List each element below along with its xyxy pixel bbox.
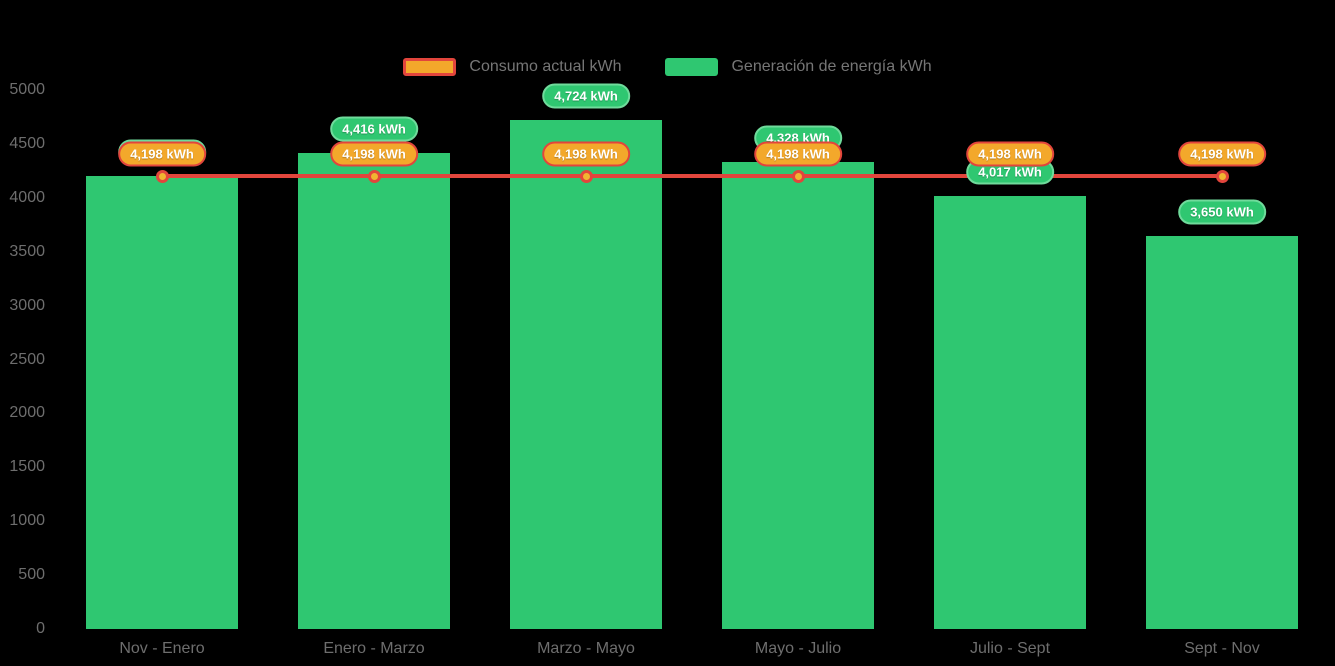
bar-generacion[interactable] [934,195,1086,629]
x-axis-category-label: Marzo - Mayo [537,640,635,657]
legend-label-generacion: Generación de energía kWh [731,58,932,75]
x-axis-category-label: Nov - Enero [119,640,205,657]
consumo-line-marker[interactable] [155,169,169,183]
consumo-value-label: 4,198 kWh [754,141,842,167]
consumo-value-label: 4,198 kWh [330,141,418,167]
generacion-legend-swatch-icon [665,58,719,76]
consumo-line-marker[interactable] [1215,169,1229,183]
legend-item-generacion[interactable]: Generación de energía kWh [665,58,932,76]
bar-generacion[interactable] [86,176,238,629]
y-axis-tick-label: 2500 [9,350,45,368]
legend-item-consumo[interactable]: Consumo actual kWh [403,58,621,76]
y-axis-tick-label: 5000 [9,81,45,98]
consumo-value-label: 4,198 kWh [1178,141,1266,167]
consumo-value-label: 4,198 kWh [966,141,1054,167]
generacion-value-label: 4,724 kWh [542,83,630,109]
consumo-line-marker[interactable] [367,169,381,183]
y-axis-tick-label: 2000 [9,404,45,422]
y-axis-tick-label: 4000 [9,188,45,206]
y-axis-tick-label: 500 [18,566,45,584]
y-axis-tick-label: 3000 [9,296,45,314]
x-axis-category-label: Enero - Marzo [323,640,425,657]
y-axis-tick-label: 3500 [9,242,45,260]
y-axis-tick-label: 4500 [9,134,45,152]
generacion-value-label: 3,650 kWh [1178,199,1266,225]
bar-generacion[interactable] [298,152,450,629]
legend: Consumo actual kWh Generación de energía… [0,58,1335,76]
x-axis-category-label: Julio - Sept [969,640,1051,657]
legend-label-consumo: Consumo actual kWh [469,58,622,75]
bar-generacion[interactable] [722,162,874,629]
consumo-line[interactable] [162,174,1222,179]
consumo-value-label: 4,198 kWh [118,141,206,167]
y-axis-tick-label: 0 [36,620,45,637]
x-axis-category-label: Mayo - Julio [754,640,842,657]
y-axis-tick-label: 1000 [9,512,45,530]
bar-generacion[interactable] [510,119,662,629]
bar-generacion[interactable] [1146,235,1298,629]
generacion-value-label: 4,416 kWh [330,116,418,142]
consumo-value-label: 4,198 kWh [542,141,630,167]
x-axis-category-label: Sept - Nov [1184,640,1260,657]
consumo-line-marker[interactable] [579,169,593,183]
consumo-line-marker[interactable] [791,169,805,183]
consumo-legend-swatch-icon [403,58,457,76]
y-axis-tick-label: 1500 [9,458,45,476]
